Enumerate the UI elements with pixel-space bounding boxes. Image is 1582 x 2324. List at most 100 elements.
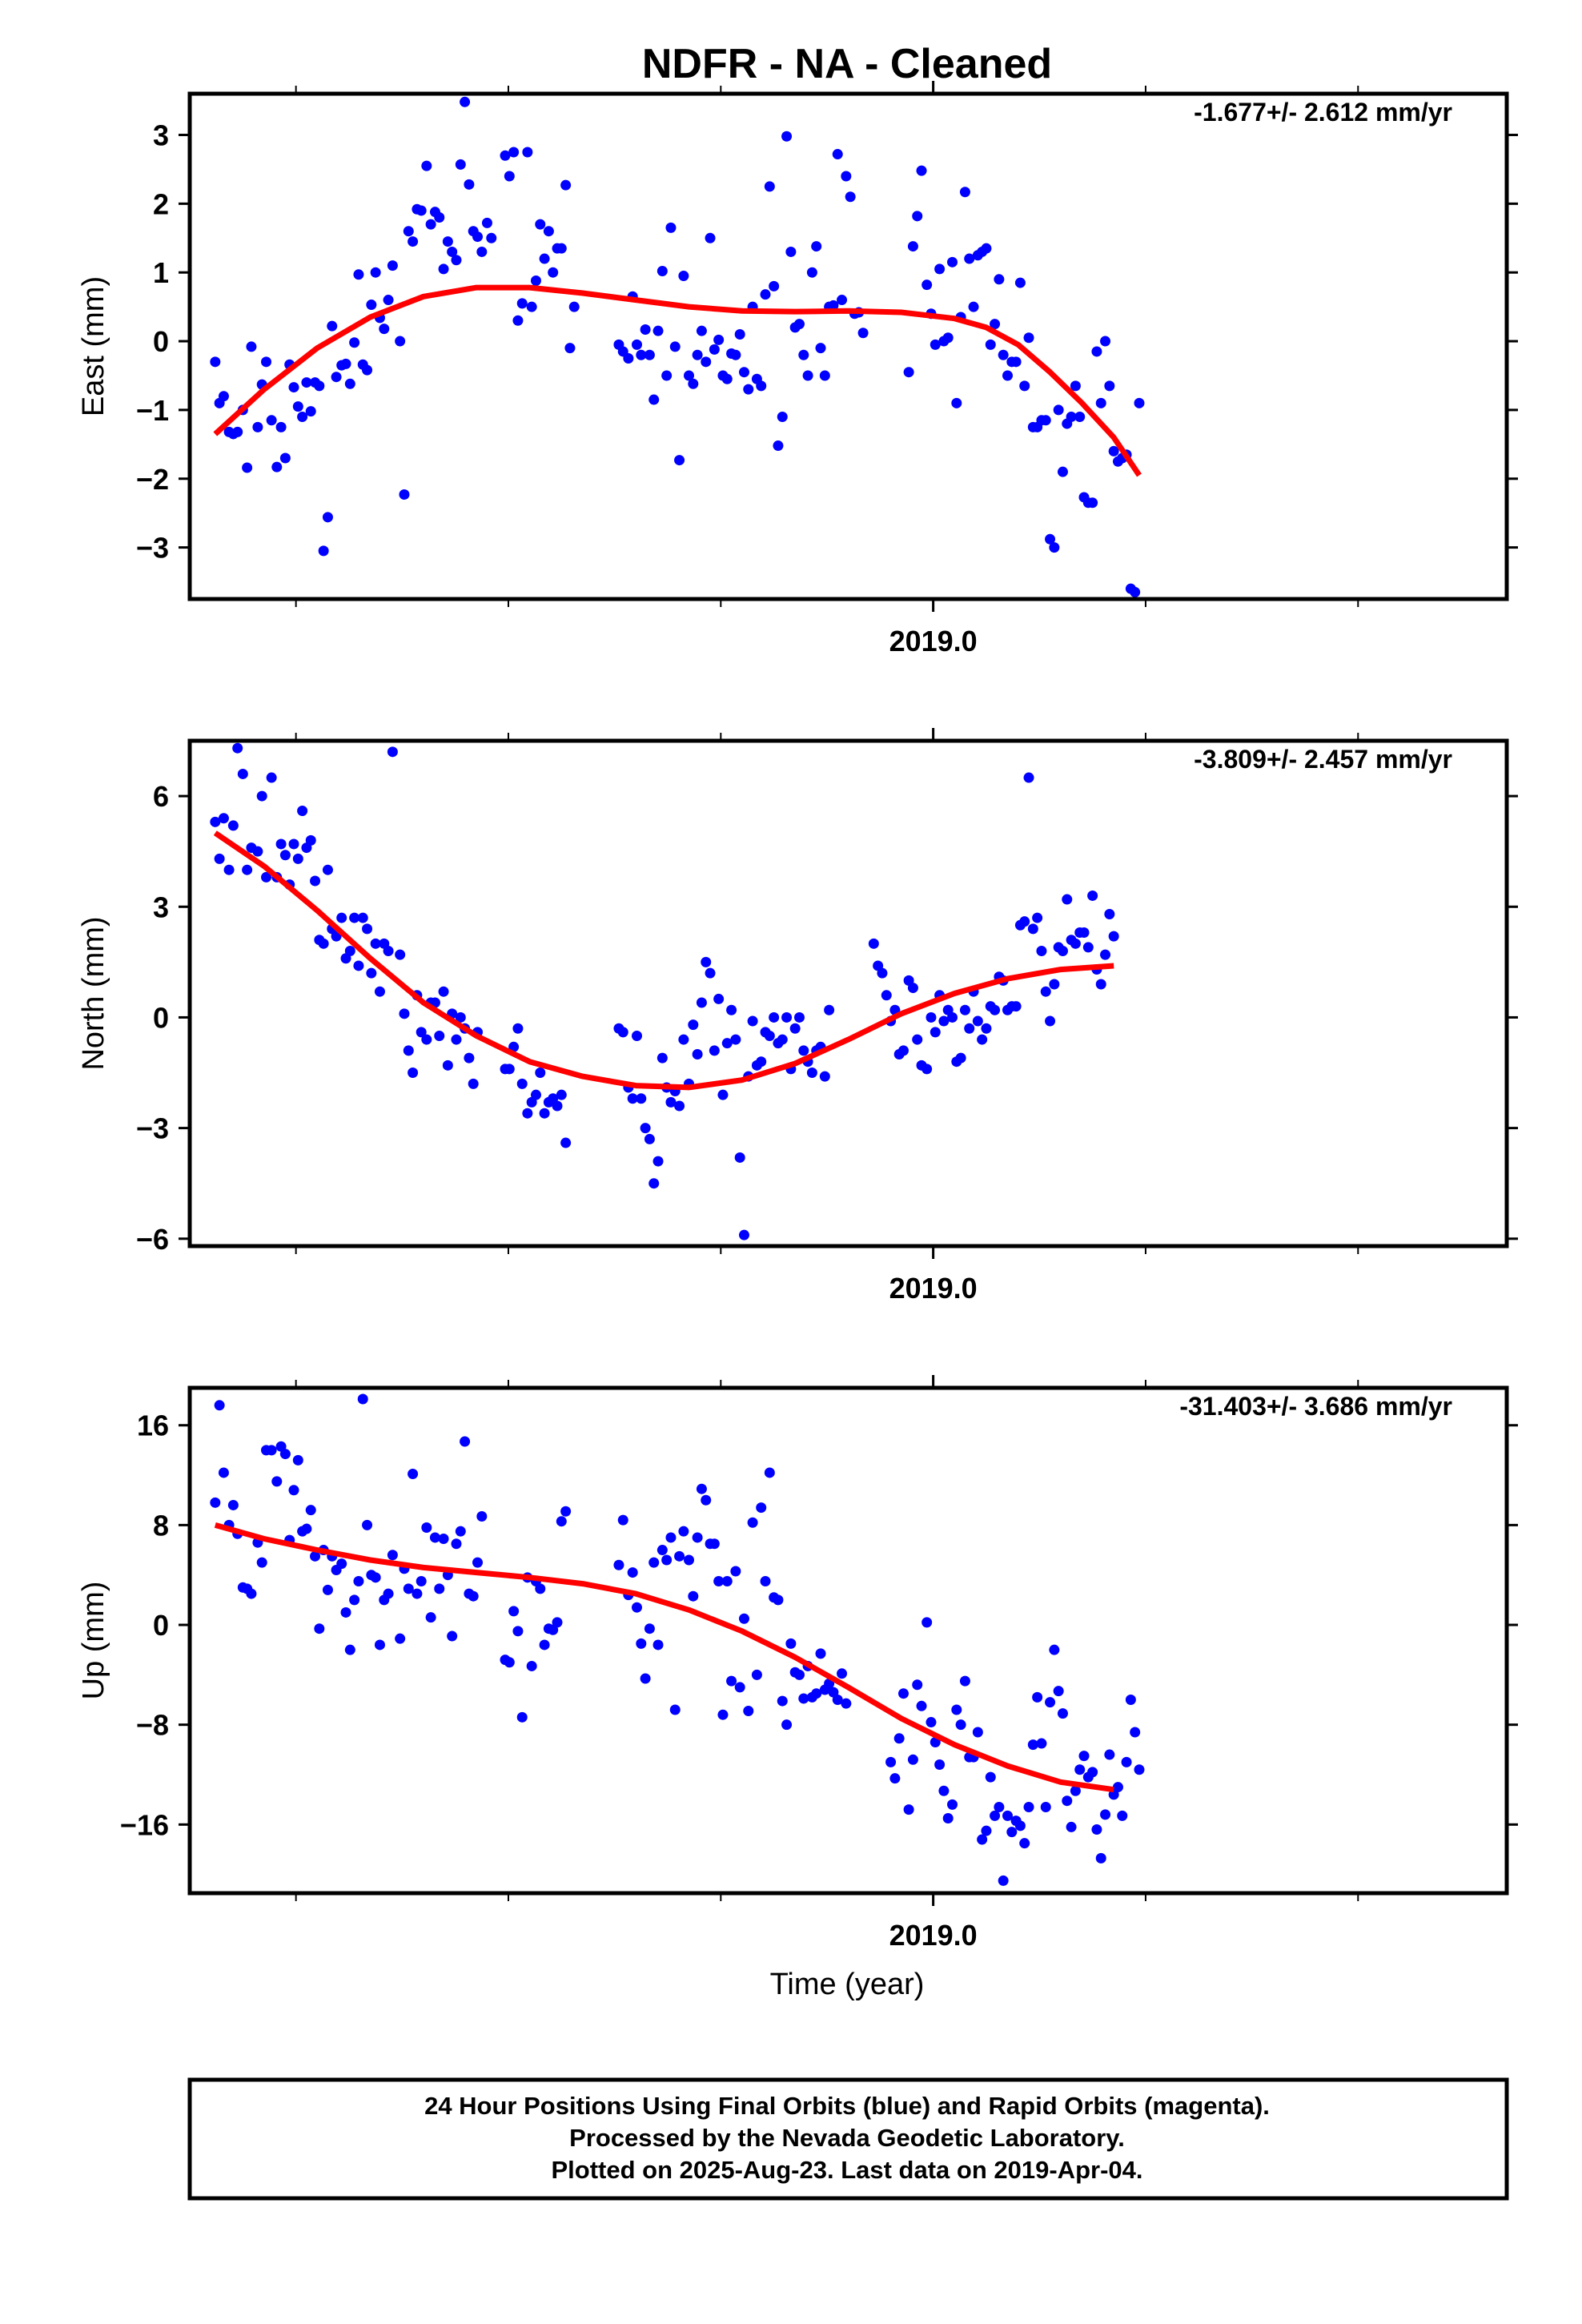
- east-data-point: [692, 349, 703, 360]
- north-data-point: [1062, 894, 1073, 905]
- up-data-point: [416, 1575, 427, 1586]
- east-data-point: [819, 370, 830, 381]
- up-data-point: [897, 1688, 909, 1699]
- north-data-point: [1023, 772, 1034, 783]
- east-data-point: [434, 212, 445, 223]
- up-data-point: [713, 1575, 725, 1586]
- up-data-point: [781, 1719, 793, 1731]
- up-data-point: [374, 1639, 385, 1651]
- up-data-point: [893, 1733, 905, 1744]
- north-data-point: [297, 806, 308, 817]
- up-data-point: [678, 1526, 689, 1537]
- north-data-point: [1032, 912, 1043, 923]
- up-data-point: [434, 1583, 445, 1594]
- up-data-point: [726, 1675, 737, 1687]
- north-data-point: [688, 1019, 699, 1031]
- up-data-point: [721, 1575, 733, 1586]
- east-data-point: [266, 415, 277, 426]
- north-y-tick-label: −3: [136, 1112, 169, 1145]
- north-data-point: [738, 1229, 749, 1240]
- north-data-point: [318, 938, 329, 949]
- up-data-point: [383, 1588, 394, 1599]
- north-data-point: [1049, 979, 1060, 990]
- east-data-point: [349, 337, 360, 348]
- east-data-point: [1074, 411, 1086, 422]
- up-data-point: [556, 1516, 567, 1527]
- up-data-point: [429, 1532, 440, 1543]
- north-data-point: [730, 1034, 741, 1045]
- east-data-point: [912, 211, 923, 222]
- up-data-point: [1121, 1756, 1132, 1767]
- up-data-point: [669, 1704, 681, 1715]
- east-data-point: [504, 171, 515, 182]
- up-data-point: [357, 1393, 368, 1405]
- up-data-point: [1014, 1820, 1026, 1831]
- up-data-point: [1049, 1644, 1060, 1655]
- east-data-point: [802, 370, 813, 381]
- up-data-point: [451, 1538, 462, 1550]
- east-data-point: [314, 380, 325, 392]
- east-data-point: [730, 349, 741, 360]
- east-data-point: [785, 246, 797, 257]
- east-data-point: [1057, 466, 1068, 477]
- north-data-point: [1010, 1001, 1022, 1012]
- north-data-point: [1070, 938, 1081, 949]
- up-data-point: [921, 1617, 933, 1628]
- up-data-point: [292, 1454, 303, 1466]
- up-data-point: [959, 1675, 970, 1687]
- east-data-point: [252, 421, 263, 432]
- east-data-point: [921, 279, 933, 291]
- east-data-point: [1130, 586, 1141, 597]
- up-y-tick-label: −8: [136, 1709, 169, 1742]
- east-y-tick-label: 2: [153, 187, 169, 220]
- north-y-axis-label: North (mm): [77, 916, 110, 1070]
- north-data-point: [468, 1078, 479, 1089]
- east-data-point: [331, 372, 342, 383]
- east-data-point: [798, 349, 809, 360]
- north-data-point: [1108, 931, 1119, 942]
- east-data-point: [476, 246, 488, 257]
- east-data-point: [1014, 277, 1026, 288]
- east-data-point: [684, 370, 695, 381]
- north-data-point: [627, 1093, 638, 1104]
- east-data-point: [425, 219, 436, 230]
- up-y-axis-label: Up (mm): [77, 1582, 110, 1700]
- north-data-point: [310, 875, 321, 887]
- east-data-point: [806, 267, 817, 278]
- east-data-point: [322, 512, 333, 523]
- up-data-point: [1078, 1751, 1090, 1762]
- east-data-point: [327, 320, 338, 332]
- east-data-point: [403, 226, 414, 237]
- east-data-point: [526, 301, 537, 312]
- up-data-point: [310, 1550, 321, 1562]
- north-data-point: [955, 1052, 966, 1063]
- north-data-point: [734, 1152, 745, 1163]
- up-data-point: [460, 1436, 471, 1447]
- north-data-point: [824, 1004, 835, 1015]
- north-data-point: [464, 1052, 475, 1063]
- up-data-point: [246, 1588, 257, 1599]
- north-data-point: [644, 1133, 655, 1144]
- up-data-point: [412, 1588, 423, 1599]
- up-y-tick-label: 0: [153, 1609, 169, 1642]
- east-data-point: [903, 367, 914, 378]
- up-data-point: [756, 1502, 767, 1514]
- east-data-point: [395, 336, 406, 347]
- footer-line-2: Processed by the Nevada Geodetic Laborat…: [569, 2124, 1125, 2152]
- up-data-point: [539, 1639, 550, 1651]
- up-data-point: [926, 1717, 937, 1728]
- east-data-point: [261, 356, 272, 368]
- figure-title: NDFR - NA - Cleaned: [642, 41, 1052, 87]
- up-data-point: [837, 1668, 848, 1679]
- up-data-point: [648, 1557, 660, 1568]
- north-data-point: [408, 1068, 419, 1079]
- north-data-point: [747, 1015, 758, 1027]
- up-data-point: [617, 1514, 628, 1526]
- east-data-point: [344, 378, 355, 389]
- up-data-point: [916, 1700, 927, 1711]
- up-data-point: [305, 1505, 316, 1516]
- up-data-point: [656, 1545, 668, 1556]
- footer-line-3: Plotted on 2025-Aug-23. Last data on 201…: [551, 2156, 1142, 2184]
- north-data-point: [266, 772, 277, 783]
- north-data-point: [793, 1011, 805, 1023]
